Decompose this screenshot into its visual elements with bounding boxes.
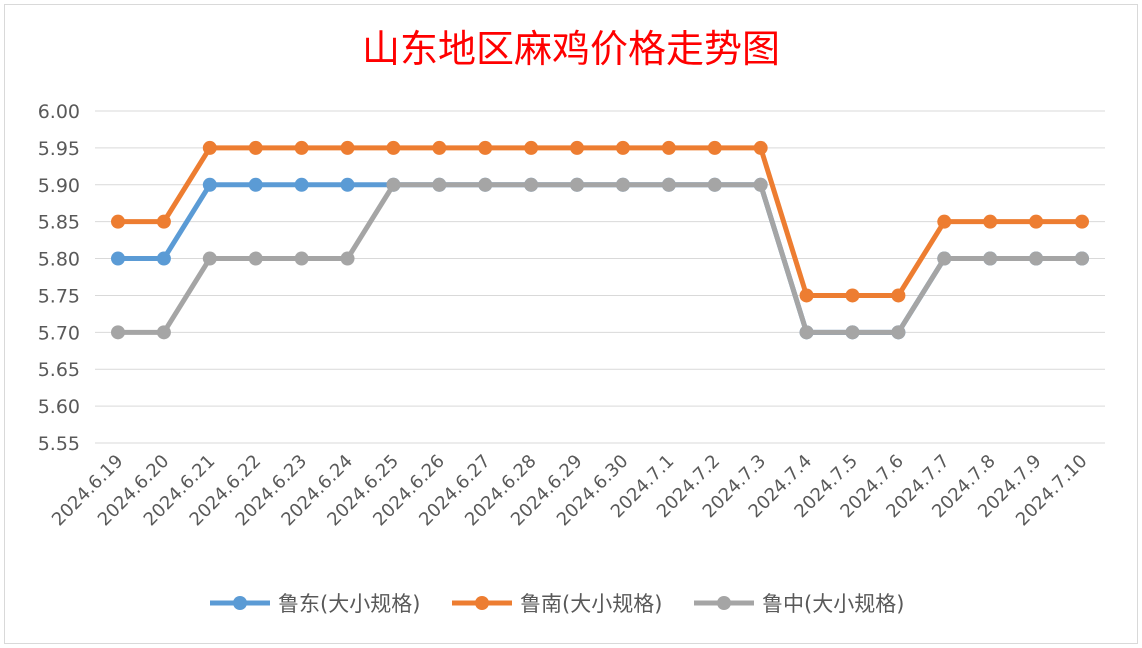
data-point: [340, 251, 355, 266]
data-point: [294, 140, 309, 155]
data-point: [570, 140, 585, 155]
y-tick-label: 5.95: [38, 138, 80, 160]
data-point: [156, 325, 171, 340]
data-point: [937, 214, 952, 229]
data-point: [478, 177, 493, 192]
data-point: [661, 177, 676, 192]
data-point: [156, 251, 171, 266]
series-line: [118, 145, 1082, 298]
data-point: [845, 288, 860, 303]
y-tick-label: 5.80: [38, 249, 80, 271]
data-point: [1075, 251, 1089, 266]
series-layer: [111, 140, 1089, 340]
legend-label: 鲁中(大小规格): [762, 592, 904, 616]
series-line: [118, 182, 1082, 335]
data-point: [111, 325, 125, 340]
data-point: [248, 140, 263, 155]
data-point: [707, 140, 722, 155]
y-tick-label: 5.85: [38, 212, 80, 234]
legend-item: 鲁南(大小规格): [452, 592, 662, 616]
data-point: [570, 177, 585, 192]
data-point: [707, 177, 722, 192]
data-point: [891, 325, 906, 340]
series-2: [111, 140, 1089, 303]
legend-item: 鲁中(大小规格): [694, 592, 904, 616]
data-point: [799, 325, 814, 340]
data-point: [524, 177, 539, 192]
legend-marker: [475, 596, 489, 610]
data-point: [340, 140, 355, 155]
data-point: [294, 251, 309, 266]
data-point: [386, 177, 401, 192]
data-point: [202, 177, 217, 192]
legend: 鲁东(大小规格) 鲁南(大小规格) 鲁中(大小规格): [210, 592, 904, 616]
legend-marker: [717, 596, 731, 610]
legend-label: 鲁东(大小规格): [278, 592, 420, 616]
data-point: [753, 177, 768, 192]
y-tick-label: 5.60: [38, 396, 80, 418]
legend-item: 鲁东(大小规格): [210, 592, 420, 616]
data-point: [156, 214, 171, 229]
data-point: [294, 177, 309, 192]
data-point: [432, 140, 447, 155]
data-point: [799, 288, 814, 303]
data-point: [248, 177, 263, 192]
data-point: [340, 177, 355, 192]
data-point: [1029, 214, 1044, 229]
y-tick-label: 6.00: [38, 101, 80, 123]
data-point: [524, 140, 539, 155]
x-axis-ticks: 2024.6.192024.6.202024.6.212024.6.222024…: [48, 451, 1092, 531]
data-point: [1029, 251, 1044, 266]
series-3: [111, 177, 1089, 340]
data-point: [937, 251, 952, 266]
y-tick-label: 5.75: [38, 285, 80, 307]
data-point: [202, 251, 217, 266]
chart-title: 山东地区麻鸡价格走势图: [362, 27, 780, 71]
data-point: [248, 251, 263, 266]
legend-label: 鲁南(大小规格): [520, 592, 662, 616]
data-point: [661, 140, 676, 155]
data-point: [202, 140, 217, 155]
gridlines: [95, 110, 1105, 444]
data-point: [478, 140, 493, 155]
y-axis-ticks: 5.55 5.60 5.65 5.70 5.75 5.80 5.85 5.90 5.95 6.00: [38, 101, 80, 455]
y-tick-label: 5.90: [38, 175, 80, 197]
data-point: [386, 140, 401, 155]
data-point: [111, 251, 125, 266]
data-point: [753, 140, 768, 155]
data-point: [111, 214, 125, 229]
data-point: [615, 177, 630, 192]
y-tick-label: 5.70: [38, 322, 80, 344]
y-tick-label: 5.65: [38, 359, 80, 381]
data-point: [845, 325, 860, 340]
y-tick-label: 5.55: [38, 433, 80, 455]
data-point: [1075, 214, 1089, 229]
legend-marker: [233, 596, 247, 610]
data-point: [983, 251, 998, 266]
data-point: [432, 177, 447, 192]
data-point: [615, 140, 630, 155]
data-point: [891, 288, 906, 303]
data-point: [983, 214, 998, 229]
